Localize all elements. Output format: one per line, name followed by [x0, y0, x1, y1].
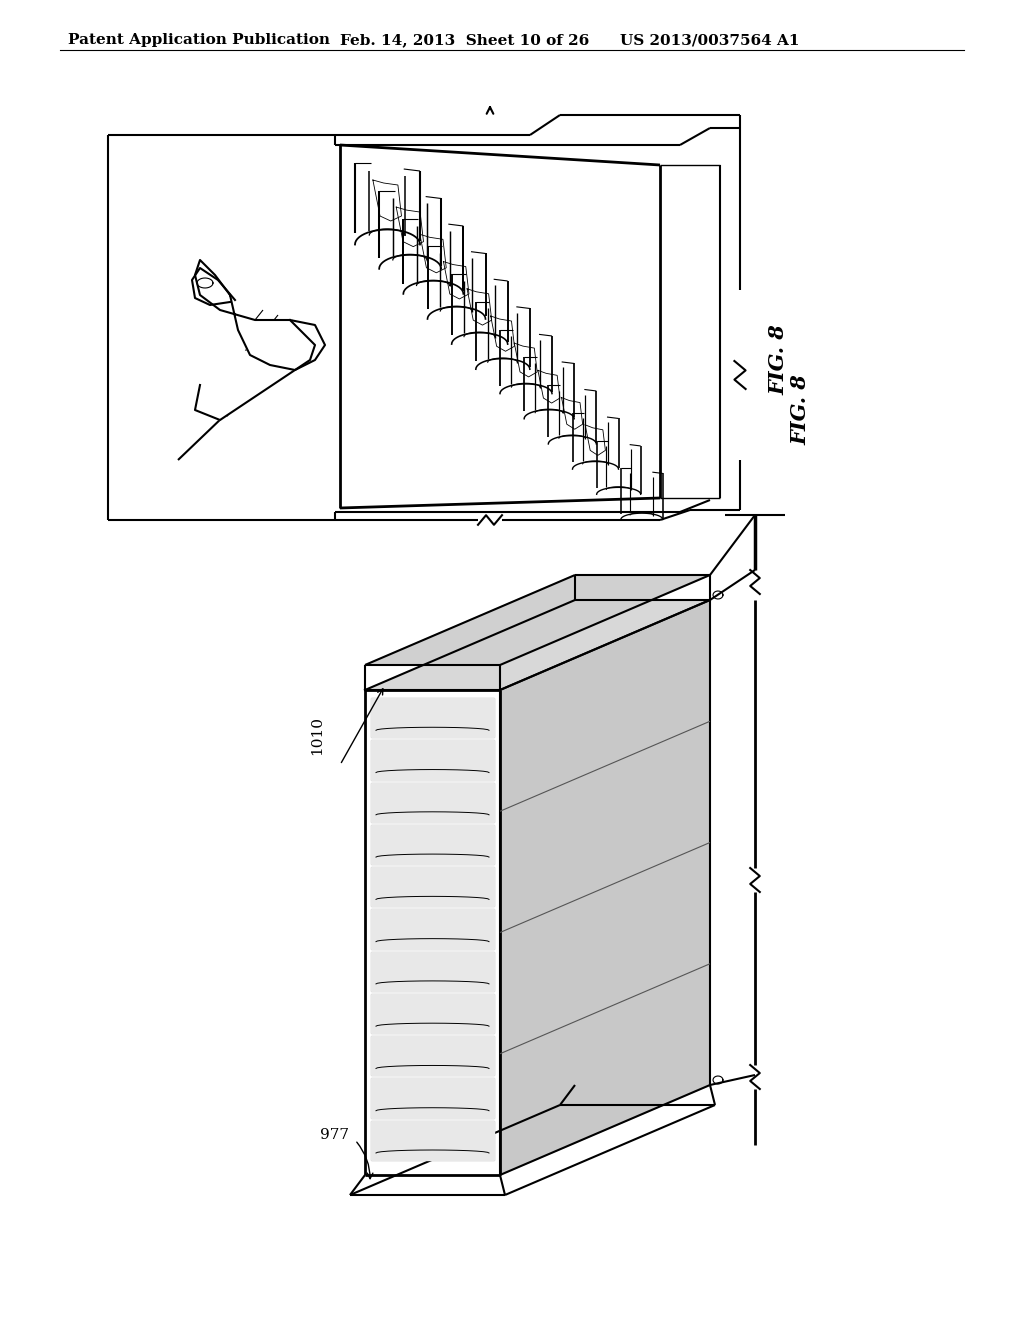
Polygon shape: [371, 1078, 494, 1118]
Polygon shape: [371, 952, 494, 991]
Polygon shape: [365, 690, 500, 1175]
Polygon shape: [371, 783, 494, 822]
Polygon shape: [371, 825, 494, 865]
Polygon shape: [500, 601, 710, 1175]
Polygon shape: [365, 601, 710, 690]
Polygon shape: [371, 994, 494, 1034]
Text: Patent Application Publication: Patent Application Publication: [68, 33, 330, 48]
Text: FIG. 8: FIG. 8: [768, 325, 788, 396]
Text: Feb. 14, 2013  Sheet 10 of 26: Feb. 14, 2013 Sheet 10 of 26: [340, 33, 589, 48]
Polygon shape: [371, 909, 494, 949]
Polygon shape: [371, 1036, 494, 1076]
Polygon shape: [371, 1121, 494, 1160]
Text: FIG. 8: FIG. 8: [790, 375, 810, 445]
Polygon shape: [371, 741, 494, 780]
Polygon shape: [195, 319, 315, 420]
Text: 1010: 1010: [310, 715, 324, 755]
Polygon shape: [371, 867, 494, 907]
Text: US 2013/0037564 A1: US 2013/0037564 A1: [620, 33, 800, 48]
Text: 977: 977: [319, 1129, 349, 1142]
Polygon shape: [195, 260, 325, 370]
Polygon shape: [371, 698, 494, 738]
Polygon shape: [193, 268, 234, 305]
Polygon shape: [365, 576, 710, 665]
